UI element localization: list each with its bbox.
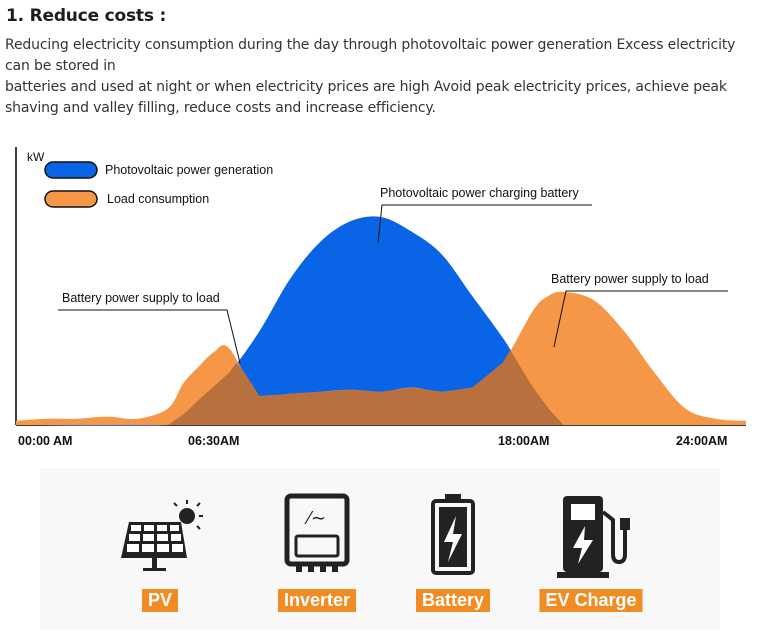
pv-area xyxy=(16,216,564,426)
x-tick-label-3: 24:00AM xyxy=(676,434,727,448)
battery-icon xyxy=(431,494,475,575)
x-tick-label-2: 18:00AM xyxy=(498,434,549,448)
annotation-pv-charging: Photovoltaic power charging battery xyxy=(380,186,579,200)
annotation-battery-morning: Battery power supply to load xyxy=(62,291,220,305)
svg-text:⁄∼: ⁄∼ xyxy=(304,508,326,528)
legend-swatch-load xyxy=(44,190,98,208)
energy-chart-svg: kW Photovoltaic power generation Load co… xyxy=(15,147,746,448)
x-tick-label-1: 06:30AM xyxy=(188,434,239,448)
y-axis-label: kW xyxy=(27,150,45,164)
legend-swatch-pv xyxy=(44,161,98,179)
section-heading: 1. Reduce costs : xyxy=(6,6,167,26)
device-icons-strip: PV ⁄∼ Inverter Battery EV C xyxy=(40,468,720,630)
energy-chart: kW Photovoltaic power generation Load co… xyxy=(0,135,762,460)
ev-charge-label: EV Charge xyxy=(539,589,643,612)
description-paragraph: Reducing electricity consumption during … xyxy=(5,35,755,119)
inverter-item: ⁄∼ Inverter xyxy=(257,482,377,622)
overlap-area xyxy=(16,350,564,425)
annotation-pv-charging-leader xyxy=(377,204,592,244)
inverter-label: Inverter xyxy=(277,589,357,612)
load-area xyxy=(16,291,746,425)
paragraph-line-1: Reducing electricity consumption during … xyxy=(5,37,736,74)
battery-item: Battery xyxy=(393,482,513,622)
annotation-battery-evening-leader xyxy=(553,290,728,348)
x-tick-label-0: 00:00 AM xyxy=(18,434,72,448)
legend-label-pv: Photovoltaic power generation xyxy=(105,163,273,177)
ev-charge-item: EV Charge xyxy=(531,482,651,622)
solar-panel-icon xyxy=(121,500,203,571)
paragraph-line-2: batteries and used at night or when elec… xyxy=(5,79,727,116)
ev-charger-icon xyxy=(557,496,630,578)
battery-label: Battery xyxy=(415,589,491,612)
pv-label: PV xyxy=(141,589,179,612)
pv-item: PV xyxy=(100,482,220,622)
legend-label-load: Load consumption xyxy=(107,192,209,206)
annotation-battery-morning-leader xyxy=(58,309,241,364)
inverter-icon: ⁄∼ xyxy=(284,493,350,572)
annotation-battery-evening: Battery power supply to load xyxy=(551,272,709,286)
